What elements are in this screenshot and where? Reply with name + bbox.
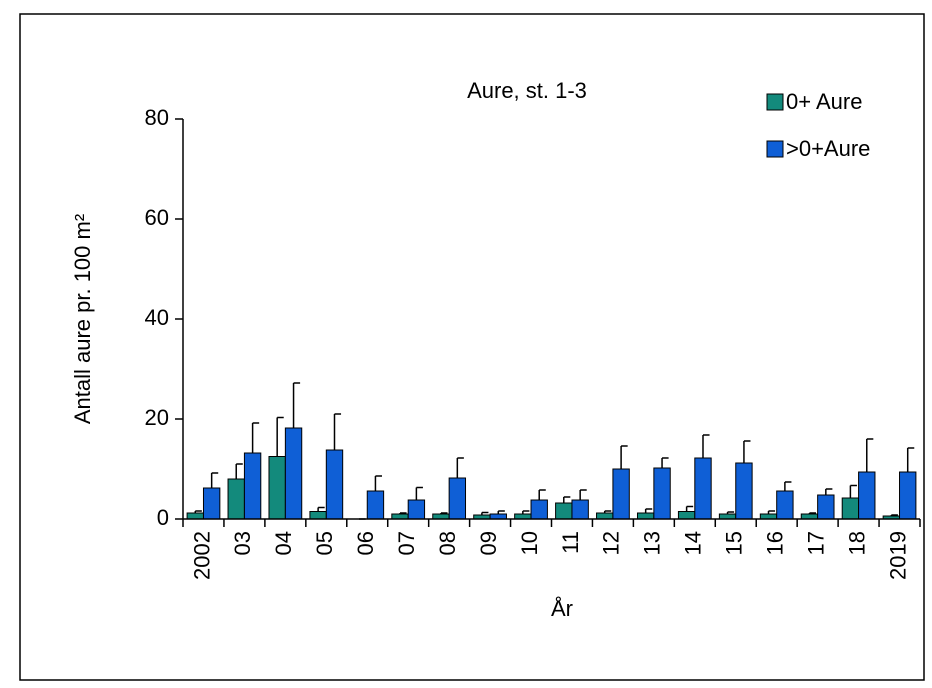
x-tick-label: 12	[599, 531, 624, 555]
error-bar	[620, 445, 628, 469]
bar	[227, 478, 245, 520]
error-bar	[538, 489, 546, 500]
error-bar	[603, 510, 612, 513]
error-bar	[481, 511, 489, 515]
error-bar	[906, 447, 915, 472]
bar	[366, 490, 385, 520]
bar	[309, 511, 327, 520]
bar	[735, 462, 753, 520]
y-axis-label: Antall aure pr. 100 m²	[70, 214, 95, 424]
x-tick-label: 05	[312, 531, 337, 555]
bar	[530, 499, 548, 520]
bar	[677, 511, 696, 520]
error-bar	[808, 512, 817, 514]
error-bar	[497, 510, 505, 514]
bar	[186, 512, 204, 520]
error-bar	[767, 510, 776, 514]
x-tick-label: 07	[394, 531, 419, 555]
chart-title: Aure, st. 1-3	[467, 78, 587, 103]
x-tick-label: 08	[435, 531, 460, 555]
bar	[694, 457, 712, 520]
x-tick-label: 06	[353, 531, 378, 555]
error-bar	[210, 472, 219, 488]
error-bar	[276, 416, 284, 457]
error-bar	[317, 506, 325, 512]
error-bar	[743, 440, 751, 463]
bar	[841, 497, 860, 520]
x-tick-label: 16	[763, 531, 788, 555]
bar	[653, 467, 671, 520]
error-bar	[661, 457, 669, 468]
bar	[243, 452, 262, 520]
legend-swatch	[766, 140, 784, 158]
error-bar	[522, 510, 530, 514]
error-bar	[784, 481, 792, 491]
y-tick-label: 0	[157, 505, 169, 530]
error-bar	[374, 475, 382, 491]
x-tick-label: 2002	[189, 531, 214, 580]
x-tick-label: 13	[640, 531, 665, 555]
x-tick-label: 10	[517, 531, 542, 555]
error-bar	[644, 508, 653, 513]
legend-label: >0+Aure	[786, 136, 870, 161]
x-tick-label: 03	[230, 531, 255, 555]
error-bar	[194, 510, 202, 513]
error-bar	[825, 488, 833, 495]
legend-label: 0+ Aure	[786, 89, 862, 114]
bar	[325, 449, 344, 520]
error-bar	[890, 514, 898, 516]
bar	[612, 468, 630, 520]
error-bar	[563, 496, 571, 503]
error-bar	[333, 413, 342, 450]
error-bar	[685, 505, 694, 512]
error-bar	[235, 463, 243, 479]
bar	[555, 502, 573, 520]
x-tick-label: 11	[558, 531, 583, 554]
x-tick-label: 15	[722, 531, 747, 555]
y-tick-label: 40	[145, 305, 169, 330]
bar	[776, 490, 794, 520]
bar	[202, 487, 221, 520]
bar	[899, 471, 917, 520]
bar	[448, 477, 467, 520]
x-tick-label: 2019	[885, 531, 910, 580]
frame	[19, 13, 925, 681]
x-tick-label: 17	[803, 531, 828, 555]
x-tick-label: 14	[681, 531, 706, 555]
bar	[284, 427, 303, 520]
legend-swatch	[766, 93, 784, 111]
error-bar	[726, 511, 735, 514]
error-bar	[579, 489, 587, 500]
error-bar	[292, 382, 301, 428]
x-tick-label: 04	[271, 531, 296, 555]
error-bar	[849, 484, 857, 498]
error-bar	[440, 512, 448, 514]
y-tick-label: 60	[145, 205, 169, 230]
bar	[636, 512, 655, 520]
bar	[407, 499, 426, 520]
bar	[817, 494, 835, 520]
bar	[268, 456, 286, 520]
error-bar	[702, 434, 710, 458]
error-bar	[399, 512, 407, 514]
bar	[858, 471, 876, 520]
error-bar	[866, 438, 874, 472]
error-bar	[251, 422, 260, 453]
bar	[571, 499, 589, 520]
error-bar	[456, 457, 464, 478]
x-tick-label: 09	[476, 531, 501, 555]
x-axis-label: År	[551, 596, 573, 621]
x-tick-label: 18	[844, 531, 869, 555]
bar	[596, 512, 614, 520]
y-tick-label: 80	[145, 105, 169, 130]
y-tick-label: 20	[145, 405, 169, 430]
error-bar	[415, 486, 423, 500]
